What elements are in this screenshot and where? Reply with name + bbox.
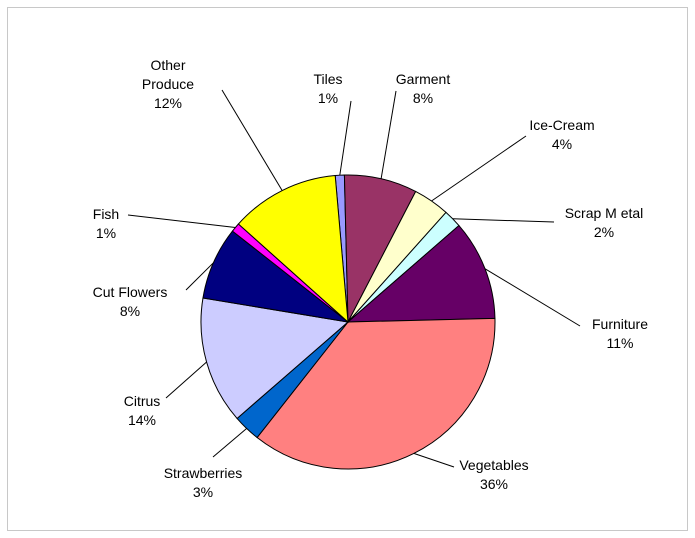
slice-percent: 8%	[413, 90, 433, 106]
pie-slice-citrus	[200, 297, 350, 420]
slice-label: Garment 8%	[396, 71, 451, 106]
slice-percent: 4%	[552, 136, 572, 152]
pie-slice-vegetables	[256, 317, 496, 470]
leader-line	[221, 89, 283, 191]
leader-line	[484, 268, 581, 327]
leader-line	[413, 452, 455, 468]
slice-name: Fish	[93, 206, 119, 222]
leader-line	[127, 214, 236, 228]
slice-name: Furniture	[592, 316, 648, 332]
slice-percent: 1%	[318, 90, 338, 106]
slice-percent: 14%	[128, 412, 156, 428]
slice-label: Tiles 1%	[313, 71, 342, 106]
slice-name: Other	[150, 57, 185, 73]
slice-name: Scrap M etal	[565, 205, 644, 221]
pie-slice-other-produce	[237, 175, 349, 324]
slice-percent: 8%	[120, 303, 140, 319]
slice-label: Scrap M etal 2%	[565, 205, 644, 240]
leader-line	[452, 218, 555, 223]
leader-line	[165, 361, 207, 399]
pie-chart: Tiles 1% Garment 8% Ice-Cream 4% Scrap M etal 2…	[93, 57, 649, 500]
leader-line	[431, 135, 527, 202]
leader-line	[212, 428, 247, 458]
slice-name: Ice-Cream	[529, 117, 594, 133]
slice-name: Tiles	[313, 71, 342, 87]
slice-name: Cut Flowers	[93, 284, 168, 300]
slice-name: Strawberries	[164, 465, 243, 481]
slice-label: Citrus 14%	[124, 393, 161, 428]
slice-percent: 12%	[154, 95, 182, 111]
slice-label: Other Produce 12%	[142, 57, 194, 111]
pie-slice-furniture	[346, 224, 496, 323]
slice-label: Cut Flowers 8%	[93, 284, 168, 319]
slice-name: Citrus	[124, 393, 161, 409]
slice-percent: 11%	[607, 335, 634, 351]
slice-label: Furniture 11%	[592, 316, 648, 351]
slice-percent: 36%	[480, 476, 508, 492]
slice-percent: 1%	[96, 225, 116, 241]
slice-name: Garment	[396, 71, 451, 87]
slice-label: Fish 1%	[93, 206, 119, 241]
chart-frame: Tiles 1% Garment 8% Ice-Cream 4% Scrap M etal 2…	[7, 7, 688, 531]
slice-label: Strawberries 3%	[164, 465, 243, 500]
slice-name: Produce	[142, 76, 194, 92]
slice-label: Vegetables 36%	[459, 457, 528, 492]
leader-line	[185, 262, 214, 291]
leader-line	[339, 100, 352, 176]
slice-percent: 2%	[594, 224, 614, 240]
slice-label: Ice-Cream 4%	[529, 117, 594, 152]
slice-name: Vegetables	[459, 457, 528, 473]
slice-percent: 3%	[193, 484, 213, 500]
leader-line	[380, 90, 397, 179]
